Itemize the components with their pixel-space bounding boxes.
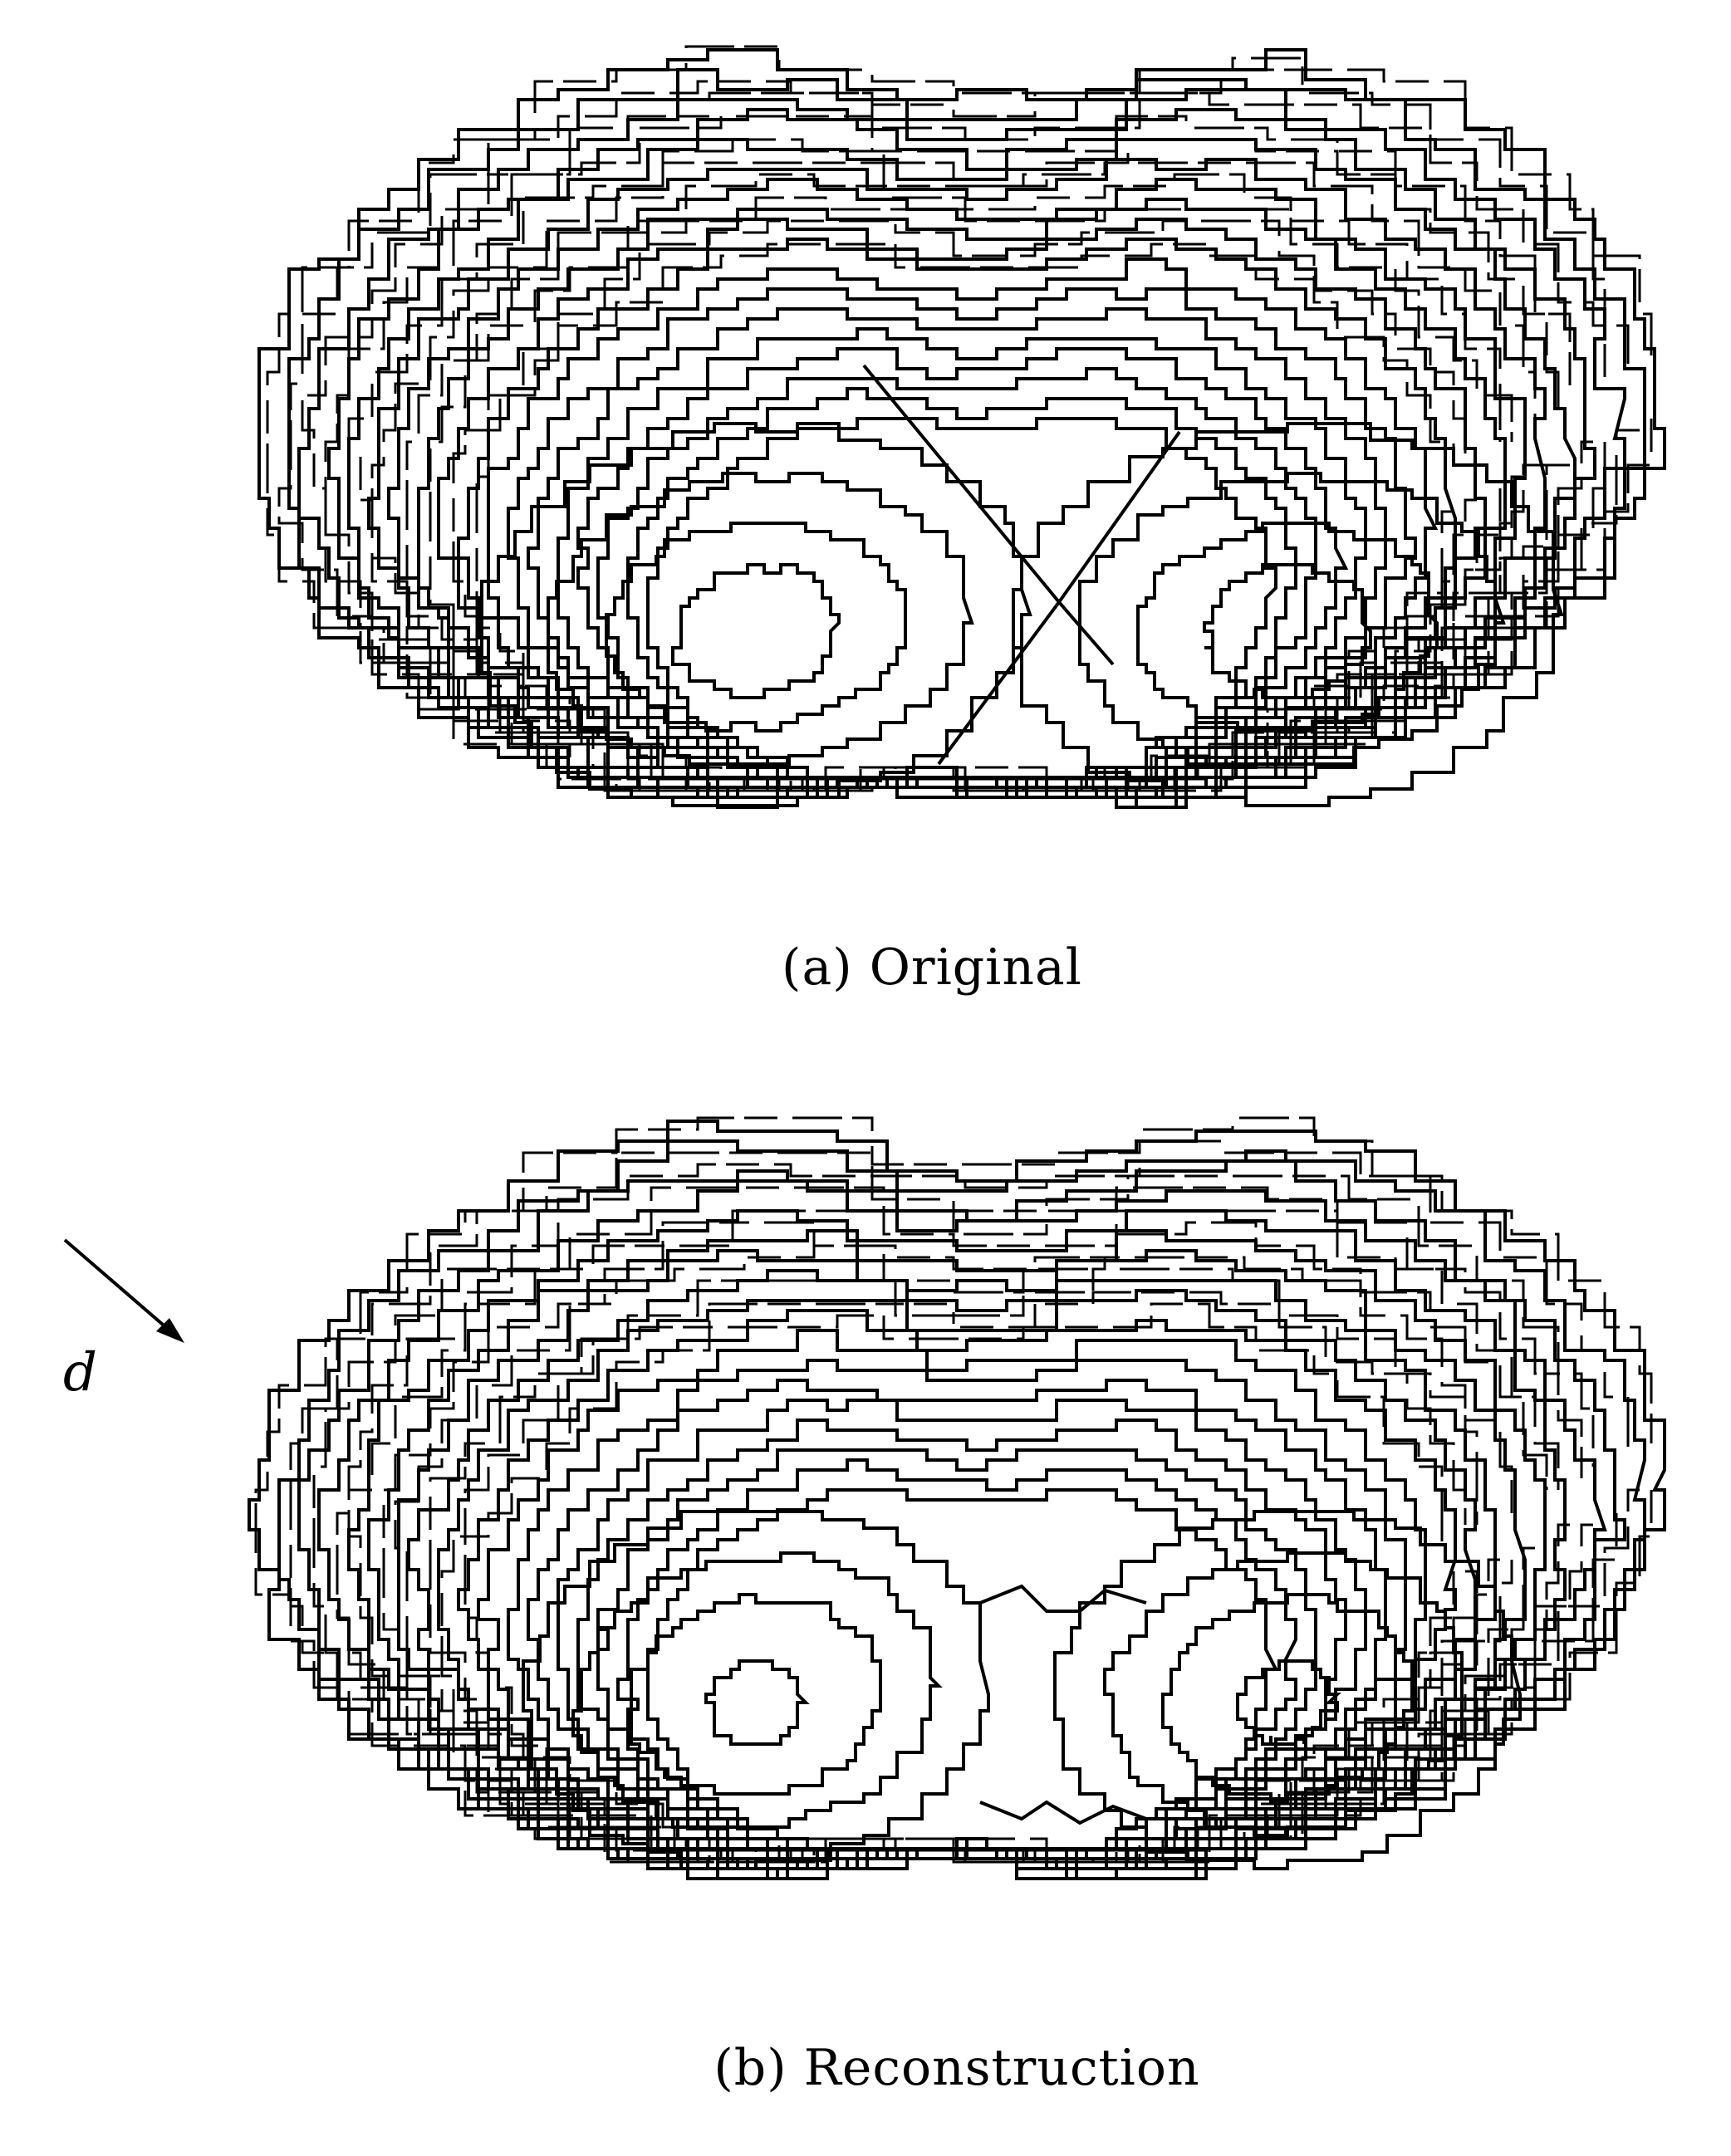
contour-line-outer-18: [646, 417, 1277, 779]
contour-hatch-2: [277, 68, 1640, 792]
contour-lobe-1-3: [605, 522, 907, 733]
panel-reconstruction: d (b) Reconstruction: [0, 1071, 1731, 2156]
contour-hatch-3: [312, 1163, 1618, 1864]
contour-lobe-2-3: [1136, 522, 1439, 733]
contour-hatch-4: [324, 115, 1593, 792]
contour-lobe-2-4: [1236, 1659, 1341, 1746]
contour-line-outer-12: [507, 287, 1417, 799]
contour-lobe-1-1: [480, 422, 1032, 807]
contour-lobe-2-2: [1103, 1551, 1464, 1837]
contour-lobe-1-2: [547, 472, 974, 766]
contour-lobe-2-4: [1203, 563, 1372, 699]
contour-plot-original: [257, 45, 1666, 809]
contour-lobe-1-2: [571, 1551, 943, 1829]
contour-line-outer-10: [457, 1309, 1457, 1870]
contour-hatch-8: [429, 196, 1502, 792]
direction-arrow-icon: [63, 1238, 184, 1343]
contour-lobe-2-2: [1078, 472, 1506, 766]
contour-line-outer-3: [297, 88, 1626, 809]
contour-plot-reconstruction: [248, 1116, 1666, 1880]
direction-label: d: [63, 1342, 97, 1404]
contour-lobe-2-1: [1012, 422, 1564, 807]
contour-lobe-2-1: [1053, 1510, 1522, 1870]
contour-hatch-5: [347, 1209, 1570, 1864]
contour-saddle-bridge: [979, 1584, 1147, 1825]
contour-lobe-1-4: [704, 1659, 810, 1746]
caption-reconstruction: (b) Reconstruction: [713, 2039, 1200, 2097]
contour-line-outer-4: [317, 1179, 1607, 1870]
contour-lobe-1-3: [630, 1593, 882, 1796]
contour-hatch-6: [370, 161, 1547, 792]
contour-line-outer-1: [257, 48, 1666, 809]
contour-line-outer-18: [646, 1488, 1279, 1850]
contour-hatch-4: [336, 1186, 1593, 1864]
contour-line-outer-14: [557, 1399, 1367, 1860]
contour-lobe-2-3: [1161, 1593, 1414, 1804]
contour-hatch-2: [289, 1139, 1640, 1864]
contour-line-outer-11: [487, 257, 1439, 789]
contour-line-outer-17: [616, 1458, 1297, 1860]
contour-hatch-8: [429, 1267, 1500, 1864]
contour-line-outer-9: [437, 218, 1487, 799]
contour-hatch-9: [452, 219, 1477, 792]
contour-line-outer-15: [576, 347, 1349, 789]
contour-line-outer-6: [367, 158, 1547, 799]
contour-hatch-7: [394, 1244, 1513, 1852]
contour-lobe-1-1: [522, 1510, 990, 1870]
contour-saddle-crossing: [862, 364, 1181, 766]
caption-original: (a) Original: [782, 938, 1082, 997]
contour-line-outer-6: [367, 1229, 1547, 1870]
contour-line-outer-13: [527, 307, 1387, 789]
contour-line-outer-16: [596, 367, 1317, 789]
contour-hatch-7: [405, 173, 1523, 781]
panel-original: (a) Original: [0, 0, 1731, 1071]
contour-lobe-1-4: [671, 563, 841, 699]
